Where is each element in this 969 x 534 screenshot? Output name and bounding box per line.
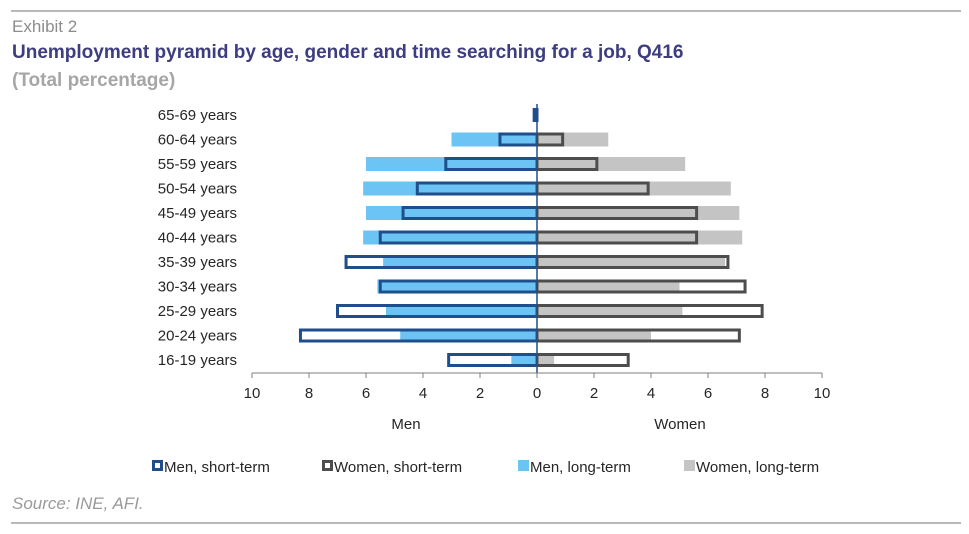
x-tick-label: 8: [761, 385, 769, 402]
bar-women-long-term: [537, 206, 740, 220]
x-tick-label: 6: [704, 385, 712, 402]
category-label: 55-59 years: [158, 156, 237, 173]
legend-men-long-term-label: Men, long-term: [530, 459, 631, 476]
legend-women-long-term-swatch: [684, 460, 695, 471]
side-label-men: Men: [391, 416, 420, 433]
x-tick-label: 10: [814, 385, 831, 402]
category-label: 35-39 years: [158, 254, 237, 271]
bar-men-long-term: [385, 304, 537, 318]
x-tick-label: 8: [305, 385, 313, 402]
bar-men-long-term: [383, 255, 537, 269]
category-label: 40-44 years: [158, 230, 237, 247]
bar-women-long-term: [537, 181, 731, 196]
x-tick-label: 6: [362, 385, 370, 402]
bar-women-long-term: [537, 279, 680, 294]
bar-men-long-term: [363, 181, 537, 196]
x-tick-label: 2: [590, 385, 598, 402]
bottom-rule: [11, 522, 961, 524]
bar-men-long-term: [366, 206, 537, 220]
source-note: Source: INE, AFI.: [12, 494, 144, 513]
category-label: 50-54 years: [158, 181, 237, 198]
bar-women-long-term: [537, 255, 726, 269]
bar-men-long-term: [377, 279, 537, 294]
bar-men-long-term: [511, 353, 537, 367]
category-label: 30-34 years: [158, 279, 237, 296]
bar-women-long-term: [537, 230, 743, 245]
category-label: 25-29 years: [158, 303, 237, 320]
chart-title: Unemployment pyramid by age, gender and …: [12, 42, 684, 63]
bar-men-long-term: [400, 328, 537, 343]
category-label: 65-69 years: [158, 107, 237, 124]
legend-men-short-term-swatch: [152, 460, 163, 471]
x-tick-label: 4: [647, 385, 655, 402]
category-label: 20-24 years: [158, 328, 237, 345]
legend-women-short-term-swatch: [322, 460, 333, 471]
category-label: 45-49 years: [158, 205, 237, 222]
chart-subtitle: (Total percentage): [12, 70, 176, 91]
bar-women-long-term: [537, 304, 683, 318]
bar-women-long-term: [537, 328, 651, 343]
exhibit-label: Exhibit 2: [12, 17, 78, 36]
x-tick-label: 10: [244, 385, 261, 402]
top-rule: [11, 10, 961, 12]
x-tick-label: 0: [533, 385, 541, 402]
bar-women-long-term: [537, 132, 609, 147]
bar-women-long-term: [537, 157, 686, 171]
bar-men-long-term: [451, 132, 537, 147]
side-label-women: Women: [654, 416, 705, 433]
category-label: 16-19 years: [158, 352, 237, 369]
bar-men-long-term: [366, 157, 537, 171]
x-tick-label: 2: [476, 385, 484, 402]
legend-women-long-term-label: Women, long-term: [696, 459, 819, 476]
bar-men-long-term: [363, 230, 537, 245]
category-label: 60-64 years: [158, 132, 237, 149]
bar-women-long-term: [537, 353, 555, 367]
legend-men-long-term-swatch: [518, 460, 529, 471]
x-tick-label: 4: [419, 385, 427, 402]
legend-men-short-term-label: Men, short-term: [164, 459, 270, 476]
legend-women-short-term-label: Women, short-term: [334, 459, 462, 476]
